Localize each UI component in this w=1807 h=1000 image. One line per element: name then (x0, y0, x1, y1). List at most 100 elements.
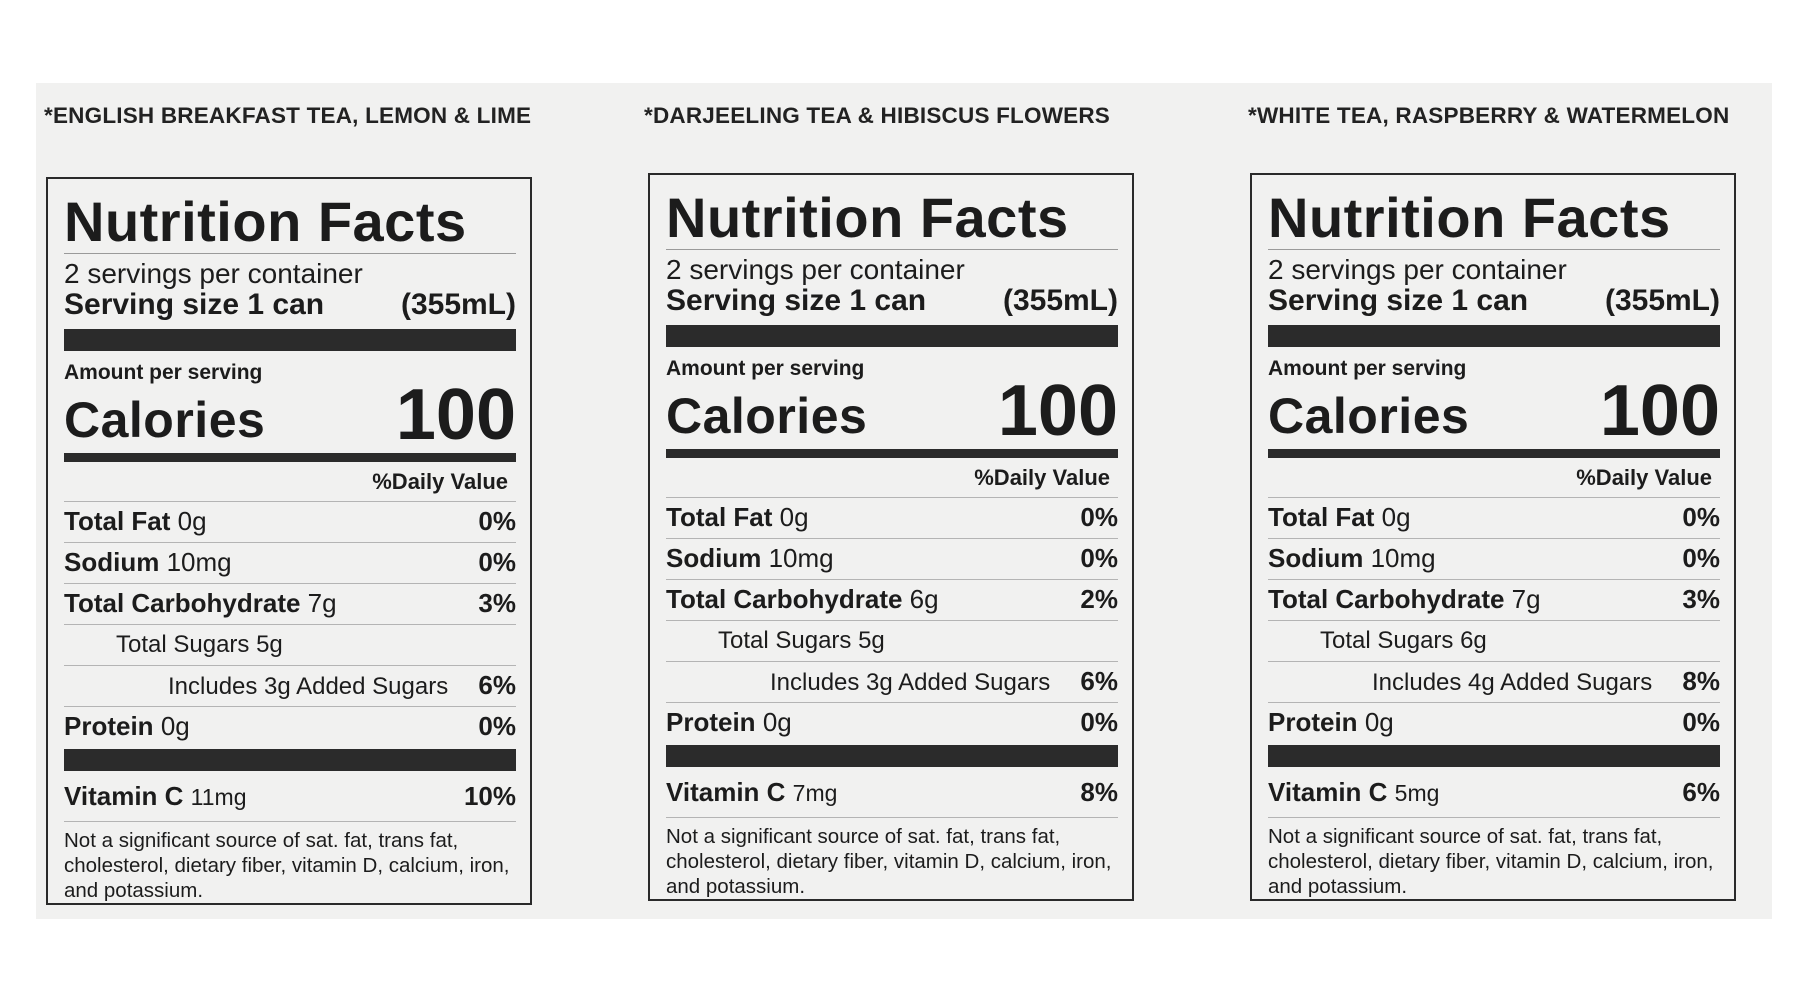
nutrient-row-protein: Protein 0g 0% (64, 706, 516, 747)
nutrient-label: Total Carbohydrate (1268, 584, 1505, 614)
nutrient-label: Vitamin C (666, 777, 786, 807)
nutrient-amount: 0g (1364, 707, 1394, 737)
daily-value-header: %Daily Value (372, 469, 508, 494)
nutrient-label: Sodium (666, 543, 762, 573)
nutrient-label: Total Fat (64, 506, 171, 536)
nutrient-label: Vitamin C (1268, 777, 1388, 807)
nutrient-dv: 0% (1080, 707, 1118, 737)
flavor-heading-1: *ENGLISH BREAKFAST TEA, LEMON & LIME (44, 103, 532, 128)
medium-divider (1268, 449, 1720, 458)
thick-divider (64, 329, 516, 351)
calories-row: Calories 100 (1268, 371, 1720, 451)
serving-size: Serving size 1 can (355mL) (666, 285, 1118, 317)
nutrient-row-vitamin-c: Vitamin C 5mg 6% (1268, 773, 1720, 813)
calories-label: Calories (64, 392, 266, 448)
panel-title: Nutrition Facts (64, 190, 467, 253)
nutrient-label: Protein (64, 711, 154, 741)
daily-value-header: %Daily Value (1576, 465, 1712, 490)
nutrient-amount: 6g (909, 584, 939, 614)
serving-size-label: Serving size 1 can (1268, 284, 1529, 317)
serving-size-value: (355mL) (1002, 284, 1118, 317)
nutrient-amount: 10mg (166, 547, 232, 577)
nutrient-label: Total Carbohydrate (666, 584, 903, 614)
nutrient-label: Total Sugars 5g (718, 627, 885, 654)
nutrient-dv: 8% (1080, 777, 1118, 807)
nutrient-row-total-fat: Total Fat 0g 0% (1268, 497, 1720, 538)
nutrient-label: Includes 4g Added Sugars (1372, 669, 1653, 696)
serving-size-value: (355mL) (400, 288, 516, 321)
nutrient-row-total-fat: Total Fat 0g 0% (666, 497, 1118, 538)
nutrient-row-total-sugars: Total Sugars 6g (1268, 620, 1720, 661)
nutrient-row-total-sugars: Total Sugars 5g (666, 620, 1118, 661)
nutrition-panel-3: Nutrition Facts 2 servings per container… (1250, 173, 1736, 901)
flavor-heading-3: *WHITE TEA, RASPBERRY & WATERMELON (1248, 103, 1730, 128)
footnote: Not a significant source of sat. fat, tr… (64, 821, 516, 903)
calories-row: Calories 100 (666, 375, 1118, 447)
nutrient-label: Total Carbohydrate (64, 588, 301, 618)
medium-divider (666, 449, 1118, 458)
nutrient-label: Includes 3g Added Sugars (168, 673, 449, 700)
flavor-heading-2: *DARJEELING TEA & HIBISCUS FLOWERS (644, 103, 1110, 128)
nutrient-dv: 3% (478, 588, 516, 618)
nutrient-label: Vitamin C (64, 781, 184, 811)
nutrient-dv: 6% (1682, 777, 1720, 807)
calories-value: 100 (395, 375, 516, 455)
nutrient-label: Sodium (64, 547, 160, 577)
serving-size-label: Serving size 1 can (64, 288, 325, 321)
nutrient-dv: 6% (1080, 666, 1118, 696)
nutrient-dv: 0% (478, 506, 516, 536)
nutrient-label: Total Sugars 5g (116, 631, 283, 658)
calories-value: 100 (1599, 371, 1720, 451)
serving-size: Serving size 1 can (355mL) (1268, 285, 1720, 317)
nutrient-dv: 8% (1682, 666, 1720, 696)
footnote: Not a significant source of sat. fat, tr… (1268, 817, 1720, 899)
nutrient-amount: 11mg (190, 784, 247, 810)
nutrient-row-carbohydrate: Total Carbohydrate 7g 3% (64, 583, 516, 624)
serving-size-label: Serving size 1 can (666, 284, 927, 317)
medium-divider (64, 453, 516, 462)
nutrient-dv: 0% (1682, 543, 1720, 573)
nutrient-amount: 0g (1381, 502, 1411, 532)
nutrient-label: Total Sugars 6g (1320, 627, 1487, 654)
nutrient-dv: 0% (1682, 502, 1720, 532)
nutrient-amount: 5mg (1394, 780, 1440, 806)
thick-divider (64, 749, 516, 771)
panel-title: Nutrition Facts (1268, 186, 1671, 249)
nutrient-label: Protein (1268, 707, 1358, 737)
nutrient-label: Sodium (1268, 543, 1364, 573)
thick-divider (666, 745, 1118, 767)
servings-per-container: 2 servings per container (666, 254, 965, 285)
calories-label: Calories (1268, 388, 1470, 444)
servings-per-container: 2 servings per container (1268, 254, 1567, 285)
label-sheet: *ENGLISH BREAKFAST TEA, LEMON & LIME *DA… (36, 83, 1772, 919)
servings-per-container: 2 servings per container (64, 258, 363, 289)
nutrient-row-protein: Protein 0g 0% (666, 702, 1118, 743)
calories-label: Calories (666, 388, 868, 444)
amount-per-serving: Amount per serving (1268, 357, 1467, 380)
nutrition-panel-1: Nutrition Facts 2 servings per container… (46, 177, 532, 905)
nutrient-row-vitamin-c: Vitamin C 7mg 8% (666, 773, 1118, 813)
nutrient-amount: 7g (307, 588, 337, 618)
panel-title: Nutrition Facts (666, 186, 1069, 249)
daily-value-header: %Daily Value (974, 465, 1110, 490)
nutrient-row-sodium: Sodium 10mg 0% (1268, 538, 1720, 579)
nutrient-dv: 0% (1080, 543, 1118, 573)
serving-size: Serving size 1 can (355mL) (64, 289, 516, 321)
nutrient-label: Total Fat (1268, 502, 1375, 532)
nutrient-dv: 10% (463, 781, 516, 811)
nutrient-dv: 0% (1682, 707, 1720, 737)
nutrition-panel-2: Nutrition Facts 2 servings per container… (648, 173, 1134, 901)
nutrient-row-sodium: Sodium 10mg 0% (666, 538, 1118, 579)
nutrient-row-total-sugars: Total Sugars 5g (64, 624, 516, 665)
nutrient-amount: 0g (160, 711, 190, 741)
nutrient-row-added-sugars: Includes 3g Added Sugars 6% (64, 665, 516, 706)
nutrient-row-vitamin-c: Vitamin C 11mg 10% (64, 777, 516, 817)
nutrient-dv: 0% (1080, 502, 1118, 532)
nutrient-dv: 3% (1682, 584, 1720, 614)
nutrient-row-total-fat: Total Fat 0g 0% (64, 501, 516, 542)
nutrient-label: Includes 3g Added Sugars (770, 669, 1051, 696)
nutrient-label: Total Fat (666, 502, 773, 532)
nutrient-dv: 0% (478, 711, 516, 741)
nutrient-row-added-sugars: Includes 3g Added Sugars 6% (666, 661, 1118, 702)
serving-size-value: (355mL) (1604, 284, 1720, 317)
